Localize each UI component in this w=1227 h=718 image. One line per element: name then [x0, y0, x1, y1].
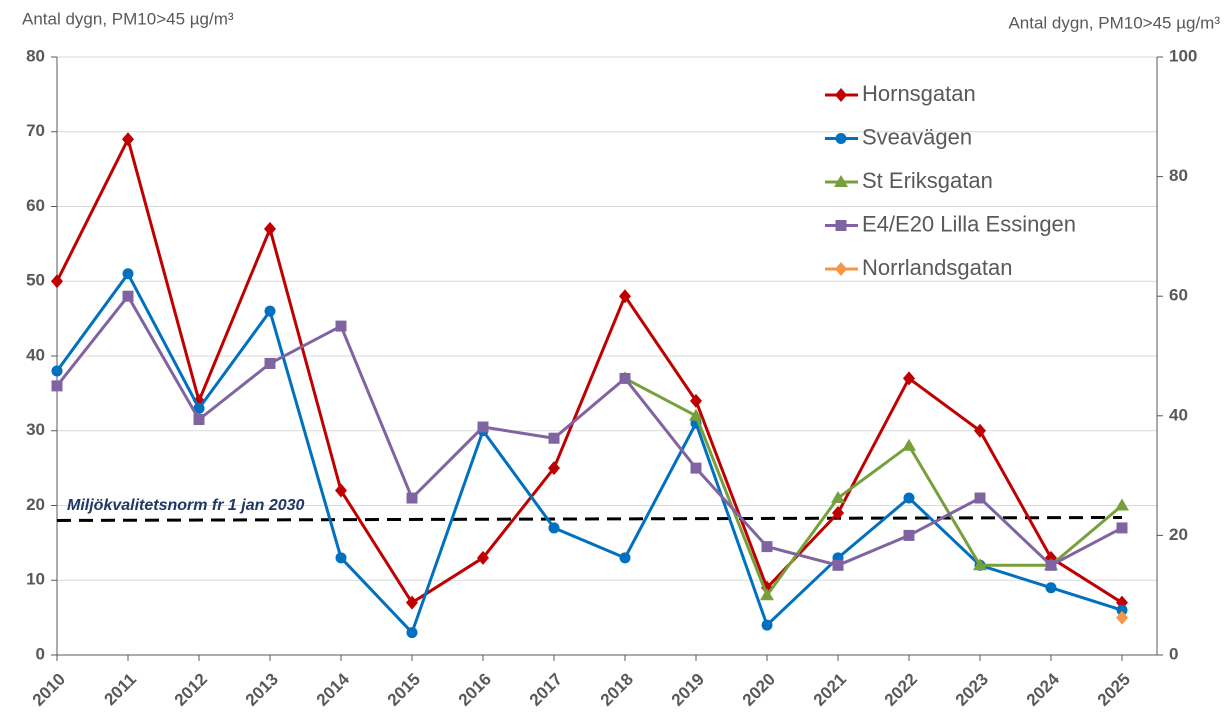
series-line: [55, 135, 1123, 605]
y2-tick-label: 60: [1169, 286, 1188, 305]
marker: [1045, 559, 1057, 571]
y2-tick-label: 100: [1169, 46, 1197, 65]
y-tick-label: 20: [26, 495, 45, 514]
y2-tick-label: 40: [1169, 405, 1188, 424]
marker: [760, 588, 774, 601]
marker: [903, 492, 915, 504]
marker: [51, 274, 63, 289]
marker: [548, 461, 560, 476]
x-tick-label: 2022: [881, 670, 921, 710]
marker: [477, 550, 489, 565]
marker: [264, 221, 276, 236]
marker: [193, 414, 205, 426]
y-tick-label: 40: [26, 345, 45, 364]
norm-label: Miljökvalitetsnorm fr 1 jan 2030: [67, 497, 305, 514]
norm-line: [56, 515, 1123, 522]
x-tick-label: 2023: [952, 670, 992, 710]
marker: [1116, 610, 1128, 625]
legend-marker: [834, 175, 848, 187]
marker: [1045, 582, 1057, 594]
x-tick-label: 2010: [29, 670, 69, 710]
marker: [832, 505, 844, 520]
y-tick-label: 60: [26, 196, 45, 215]
x-tick-label: 2024: [1023, 669, 1064, 710]
series-line: [55, 270, 1123, 636]
marker: [51, 365, 63, 377]
y2-axis-title: Antal dygn, PM10>45 µg/m³: [1008, 13, 1220, 32]
marker: [902, 438, 916, 451]
marker: [690, 393, 702, 408]
marker: [619, 552, 631, 564]
legend-label: St Eriksgatan: [862, 168, 993, 193]
y2-tick-label: 20: [1169, 525, 1188, 544]
marker: [974, 492, 986, 504]
marker: [761, 619, 773, 631]
x-tick-label: 2017: [526, 670, 566, 710]
marker: [831, 491, 845, 504]
y-tick-label: 80: [26, 46, 45, 65]
marker: [477, 421, 489, 433]
legend-marker: [835, 220, 847, 231]
y-tick-label: 50: [26, 271, 45, 290]
x-tick-label: 2021: [810, 670, 850, 710]
y-tick-label: 10: [26, 570, 45, 589]
marker: [548, 432, 560, 444]
marker: [1116, 604, 1128, 616]
series-line: [624, 377, 1123, 599]
x-tick-label: 2011: [100, 670, 140, 710]
marker: [689, 408, 703, 421]
marker: [193, 402, 205, 414]
marker: [51, 380, 63, 392]
legend-label: Hornsgatan: [862, 81, 976, 106]
marker: [761, 541, 773, 553]
marker: [264, 305, 276, 317]
x-tick-label: 2025: [1094, 670, 1134, 710]
x-tick-label: 2015: [384, 670, 424, 710]
legend-marker: [835, 262, 847, 276]
marker: [903, 529, 915, 541]
marker: [335, 483, 347, 498]
y2-tick-label: 80: [1169, 166, 1188, 185]
x-tick-label: 2014: [313, 669, 354, 710]
marker: [335, 552, 347, 564]
marker: [974, 423, 986, 438]
x-tick-label: 2019: [668, 670, 708, 710]
legend-marker: [835, 88, 847, 102]
marker: [406, 627, 418, 639]
marker: [903, 371, 915, 386]
marker: [548, 522, 560, 534]
y2-tick-label: 0: [1169, 644, 1178, 663]
marker: [122, 290, 134, 302]
x-tick-label: 2013: [242, 670, 282, 710]
marker: [619, 289, 631, 304]
marker: [335, 320, 347, 332]
x-tick-label: 2018: [597, 670, 637, 710]
marker: [832, 559, 844, 571]
legend-label: Sveavägen: [862, 124, 972, 149]
y-tick-label: 0: [36, 644, 45, 663]
marker: [264, 357, 276, 369]
marker: [122, 268, 134, 280]
y-tick-label: 70: [26, 121, 45, 140]
marker: [1115, 498, 1129, 511]
marker: [406, 492, 418, 504]
legend-label: Norrlandsgatan: [862, 255, 1012, 280]
series-line: [55, 293, 1123, 568]
legend-marker: [835, 133, 847, 144]
marker: [973, 558, 987, 571]
y-tick-label: 30: [26, 420, 45, 439]
marker: [690, 462, 702, 474]
marker: [122, 132, 134, 147]
y-axis-title: Antal dygn, PM10>45 µg/m³: [22, 9, 234, 28]
x-tick-label: 2012: [171, 670, 211, 710]
legend-label: E4/E20 Lilla Essingen: [862, 211, 1076, 236]
x-tick-label: 2016: [455, 670, 495, 710]
marker: [619, 372, 631, 384]
marker: [1116, 522, 1128, 534]
marker: [406, 595, 418, 610]
x-tick-label: 2020: [739, 670, 779, 710]
